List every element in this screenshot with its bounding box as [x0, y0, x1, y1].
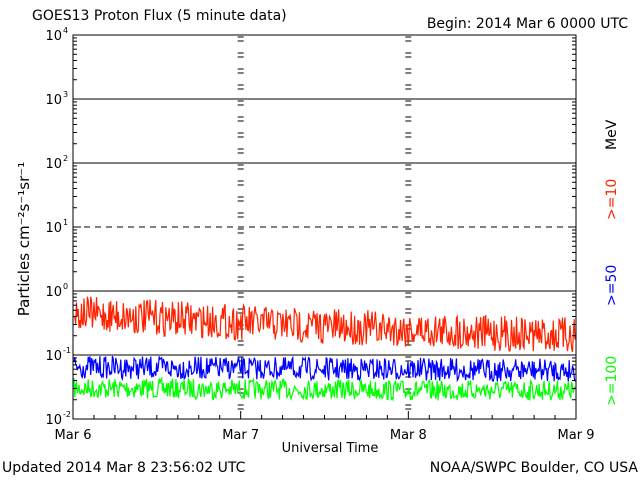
- credit-label: NOAA/SWPC Boulder, CO USA: [429, 460, 638, 476]
- y-tick-label: 10: [45, 349, 62, 364]
- y-tick-label: 10: [45, 157, 62, 172]
- y-tick-exponent: 1: [63, 218, 68, 227]
- y-tick-exponent: 3: [63, 90, 68, 99]
- y-tick-exponent: 0: [63, 282, 68, 291]
- x-axis-label: Universal Time: [281, 441, 379, 456]
- x-tick-label: Mar 6: [55, 428, 92, 443]
- y-tick-label: 10: [45, 413, 62, 428]
- y-tick-exponent: -2: [63, 410, 71, 419]
- y-tick-label: 10: [45, 93, 62, 108]
- series-line-10: [73, 296, 576, 353]
- y-tick-exponent: 2: [63, 154, 68, 163]
- x-tick-label: Mar 7: [222, 428, 259, 443]
- begin-time: Begin: 2014 Mar 6 0000 UTC: [426, 16, 628, 32]
- y-tick-label: 10: [45, 285, 62, 300]
- y-tick-label: 10: [45, 221, 62, 236]
- x-tick-label: Mar 9: [558, 428, 595, 443]
- updated-time: Updated 2014 Mar 8 23:56:02 UTC: [2, 460, 246, 476]
- y-tick-exponent: 4: [63, 26, 68, 35]
- y-tick-label: 10: [45, 29, 62, 44]
- y-tick-exponent: -1: [63, 346, 71, 355]
- x-tick-label: Mar 8: [390, 428, 427, 443]
- series-line-50: [73, 355, 576, 383]
- series-line-100: [73, 376, 576, 402]
- chart-title: GOES13 Proton Flux (5 minute data): [32, 8, 287, 24]
